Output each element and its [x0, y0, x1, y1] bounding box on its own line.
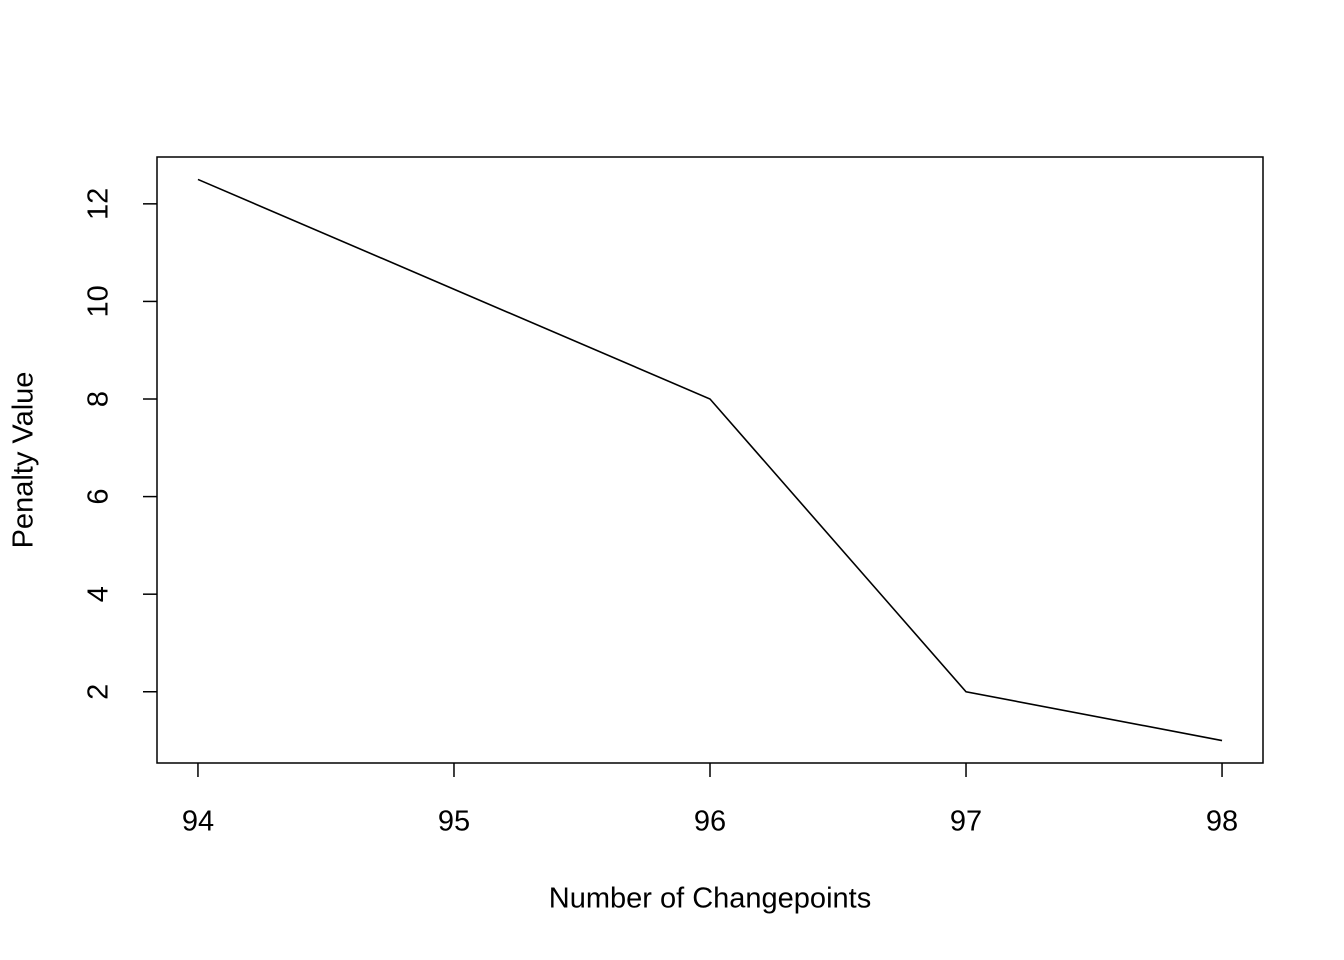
- y-tick-label: 2: [83, 684, 115, 700]
- y-tick-label: 4: [83, 586, 115, 602]
- y-tick-label: 6: [83, 489, 115, 505]
- x-axis-label: Number of Changepoints: [549, 883, 871, 915]
- y-axis-label: Penalty Value: [8, 372, 40, 549]
- x-tick-label: 97: [950, 806, 982, 838]
- x-tick-label: 96: [694, 806, 726, 838]
- y-tick-label: 12: [83, 188, 115, 220]
- x-tick-label: 95: [438, 806, 470, 838]
- x-tick-label: 94: [182, 806, 214, 838]
- x-tick-label: 98: [1206, 806, 1238, 838]
- plot-frame: [156, 156, 1264, 764]
- y-tick-label: 10: [83, 285, 115, 317]
- data-line: [197, 178, 1223, 742]
- y-tick-label: 8: [83, 391, 115, 407]
